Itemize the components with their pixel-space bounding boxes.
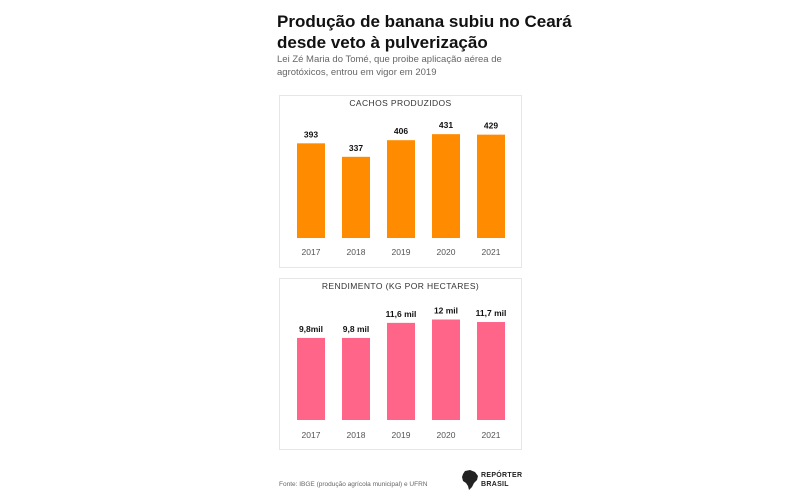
bar-2019 xyxy=(387,140,415,238)
bar-value-label: 11,7 mil xyxy=(476,308,507,318)
bar-value-label: 11,6 mil xyxy=(386,309,417,319)
x-tick-label: 2021 xyxy=(482,430,501,440)
bar-value-label: 393 xyxy=(304,129,318,139)
x-tick-label: 2020 xyxy=(437,247,456,257)
bar-2017 xyxy=(297,143,325,238)
bar-2018 xyxy=(342,337,370,420)
x-tick-label: 2018 xyxy=(347,247,366,257)
x-tick-label: 2017 xyxy=(302,430,321,440)
x-tick-label: 2018 xyxy=(347,430,366,440)
source-note: Fonte: IBGE (produção agrícola municipal… xyxy=(279,481,428,488)
brazil-map-icon xyxy=(462,470,478,490)
logo-line-1: REPÓRTER xyxy=(481,472,523,479)
rendimento-chart: 9,8mil 2017 9,8 mil 2018 11,6 mil 2019 12 mil 2… xyxy=(297,306,507,440)
cachos-produzidos-panel: CACHOS PRODUZIDOS 393 2017 337 2018 406 2019 4… xyxy=(279,95,522,268)
bar-2019 xyxy=(387,322,415,420)
bar-value-label: 9,8 mil xyxy=(343,324,369,334)
bar-value-label: 406 xyxy=(394,126,408,136)
x-tick-label: 2019 xyxy=(392,247,411,257)
chart-subtitle: Lei Zé Maria do Tomé, que proibe aplicaç… xyxy=(277,54,502,78)
bar-value-label: 429 xyxy=(484,121,498,131)
cachos-produzidos-chart: 393 2017 337 2018 406 2019 431 2020 429 2021 xyxy=(297,120,505,257)
bar-2017 xyxy=(297,337,325,420)
panel-title-rendimento: RENDIMENTO (KG POR HECTARES) xyxy=(321,281,480,291)
bar-value-label: 9,8mil xyxy=(299,324,323,334)
x-tick-label: 2019 xyxy=(392,430,411,440)
x-tick-label: 2021 xyxy=(482,247,501,257)
bar-value-label: 431 xyxy=(439,120,453,130)
bar-value-label: 12 mil xyxy=(434,306,458,316)
bar-2020 xyxy=(432,319,460,420)
x-tick-label: 2020 xyxy=(437,430,456,440)
reporter-brasil-logo: REPÓRTER BRASIL xyxy=(461,468,525,492)
bar-value-label: 337 xyxy=(349,143,363,153)
rendimento-panel: RENDIMENTO (KG POR HECTARES) 9,8mil 2017 9… xyxy=(279,278,522,450)
bar-2021 xyxy=(477,322,505,420)
logo-line-2: BRASIL xyxy=(481,481,509,488)
panel-title-cachos: CACHOS PRODUZIDOS xyxy=(349,98,452,108)
x-tick-label: 2017 xyxy=(302,247,321,257)
bar-2018 xyxy=(342,156,370,238)
bar-2021 xyxy=(477,134,505,238)
bar-2020 xyxy=(432,134,460,238)
chart-title: Produção de banana subiu no Ceará desde … xyxy=(277,12,572,52)
